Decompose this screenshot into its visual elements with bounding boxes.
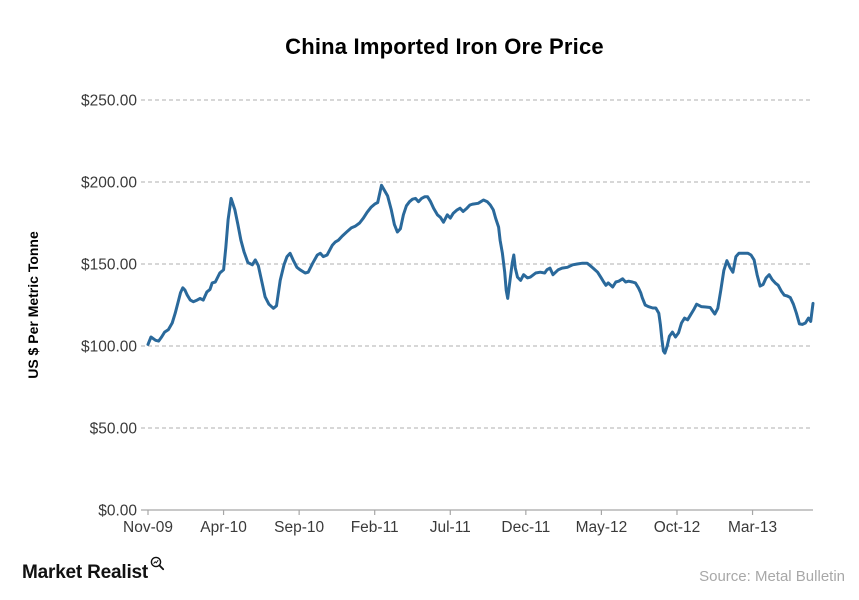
- x-tick-label: Sep-10: [274, 519, 324, 536]
- y-tick-label: $0.00: [98, 503, 137, 520]
- y-tick-label: $250.00: [81, 93, 137, 110]
- y-tick-label: $100.00: [81, 339, 137, 356]
- x-tick-label: Apr-10: [200, 519, 247, 536]
- y-tick-label: $150.00: [81, 257, 137, 274]
- y-tick-label: $50.00: [90, 421, 138, 438]
- source-attribution: Source: Metal Bulletin: [699, 568, 845, 585]
- x-tick-label: Oct-12: [654, 519, 701, 536]
- market-realist-logo: Market Realist: [22, 556, 165, 584]
- brand-text: Market Realist: [22, 562, 149, 583]
- x-tick-label: Feb-11: [351, 519, 399, 536]
- price-line: [146, 183, 815, 355]
- x-tick-label: May-12: [576, 519, 628, 536]
- y-axis-title: US $ Per Metric Tonne: [25, 231, 41, 379]
- x-tick-label: Dec-11: [501, 519, 550, 536]
- y-tick-label: $200.00: [81, 175, 137, 192]
- x-tick-label: Mar-13: [728, 519, 777, 536]
- chart-title: China Imported Iron Ore Price: [285, 34, 604, 59]
- x-tick-label: Jul-11: [430, 519, 471, 536]
- magnifier-icon: [150, 555, 165, 577]
- x-tick-label: Nov-09: [123, 519, 173, 536]
